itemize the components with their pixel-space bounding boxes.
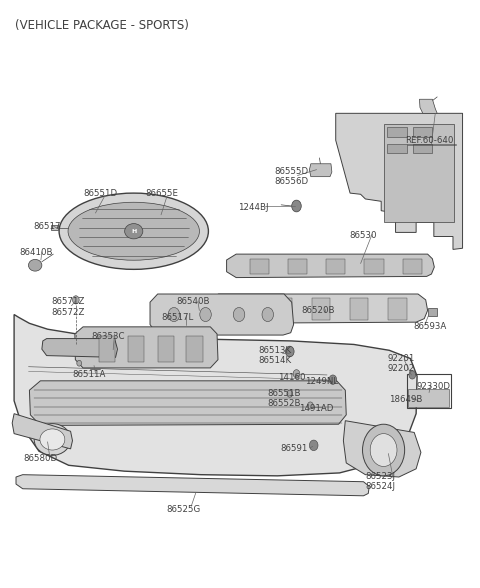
Text: 14160: 14160: [278, 373, 306, 382]
Text: 86517L: 86517L: [161, 313, 193, 322]
Bar: [312, 298, 330, 320]
Ellipse shape: [28, 259, 42, 271]
Circle shape: [72, 296, 79, 304]
Text: 1491AD: 1491AD: [300, 404, 334, 413]
Circle shape: [287, 390, 293, 397]
Polygon shape: [75, 327, 218, 368]
Bar: [387, 144, 407, 153]
Ellipse shape: [34, 423, 71, 455]
Ellipse shape: [59, 193, 208, 269]
Polygon shape: [210, 294, 428, 323]
Bar: [413, 128, 432, 137]
Circle shape: [370, 433, 397, 466]
Text: 86591: 86591: [281, 445, 308, 453]
Polygon shape: [150, 294, 294, 335]
Circle shape: [292, 200, 301, 212]
Text: 86525G: 86525G: [166, 505, 201, 514]
Bar: [250, 259, 269, 274]
Polygon shape: [42, 339, 118, 358]
Circle shape: [262, 308, 274, 322]
Bar: [408, 389, 449, 407]
Bar: [274, 298, 292, 320]
Text: 1249NL: 1249NL: [305, 377, 338, 386]
Circle shape: [286, 346, 294, 357]
Circle shape: [233, 308, 245, 322]
Polygon shape: [14, 315, 417, 476]
Bar: [99, 336, 115, 362]
Text: 86551B
86552B: 86551B 86552B: [268, 389, 301, 408]
Bar: [407, 375, 451, 409]
Polygon shape: [343, 420, 421, 477]
Bar: [128, 336, 144, 362]
Text: 1244BJ: 1244BJ: [238, 203, 269, 212]
Text: 86593A: 86593A: [413, 322, 446, 331]
Circle shape: [168, 308, 180, 322]
Polygon shape: [227, 254, 434, 278]
Text: 86540B: 86540B: [177, 296, 210, 306]
Circle shape: [308, 402, 313, 409]
Text: 92201
92202: 92201 92202: [387, 353, 415, 373]
Circle shape: [329, 375, 336, 385]
Text: 86353C: 86353C: [92, 332, 125, 340]
Text: 86513K
86514K: 86513K 86514K: [258, 346, 291, 365]
Bar: [235, 298, 253, 320]
Bar: [157, 336, 174, 362]
Text: 86530: 86530: [349, 231, 377, 240]
Text: 86517: 86517: [33, 222, 61, 231]
Bar: [428, 308, 437, 316]
Bar: [186, 336, 203, 362]
Ellipse shape: [40, 429, 65, 450]
Circle shape: [200, 308, 211, 322]
Text: (VEHICLE PACKAGE - SPORTS): (VEHICLE PACKAGE - SPORTS): [15, 19, 189, 32]
Bar: [51, 225, 58, 230]
Bar: [413, 144, 432, 153]
Text: 18649B: 18649B: [389, 395, 423, 404]
Polygon shape: [336, 113, 463, 249]
Circle shape: [293, 370, 300, 378]
Text: 86555D
86556D: 86555D 86556D: [275, 167, 309, 186]
Bar: [403, 259, 422, 274]
Text: 86571Z
86572Z: 86571Z 86572Z: [51, 297, 84, 316]
Bar: [350, 298, 368, 320]
Text: REF.60-640: REF.60-640: [405, 136, 454, 145]
Text: 86511A: 86511A: [72, 370, 106, 379]
Polygon shape: [16, 475, 369, 496]
Circle shape: [77, 360, 82, 366]
Text: 86580D: 86580D: [24, 454, 58, 463]
Ellipse shape: [68, 202, 200, 260]
Polygon shape: [12, 414, 72, 449]
Bar: [388, 298, 407, 320]
Bar: [326, 259, 345, 274]
Text: 86410B: 86410B: [19, 249, 52, 258]
Text: 86551D: 86551D: [83, 189, 117, 198]
Polygon shape: [310, 164, 332, 176]
Circle shape: [310, 440, 318, 450]
Ellipse shape: [125, 223, 143, 239]
Text: 86655E: 86655E: [145, 189, 178, 198]
Text: 86523J
86524J: 86523J 86524J: [365, 472, 396, 492]
Bar: [288, 259, 307, 274]
Text: H: H: [131, 229, 136, 234]
Text: 86520B: 86520B: [301, 306, 335, 315]
Bar: [387, 128, 407, 137]
Polygon shape: [420, 99, 437, 113]
Circle shape: [409, 371, 416, 379]
Bar: [364, 259, 384, 274]
Bar: [384, 124, 455, 222]
Text: 92330D: 92330D: [416, 382, 450, 391]
Polygon shape: [29, 381, 346, 425]
Circle shape: [362, 424, 405, 476]
